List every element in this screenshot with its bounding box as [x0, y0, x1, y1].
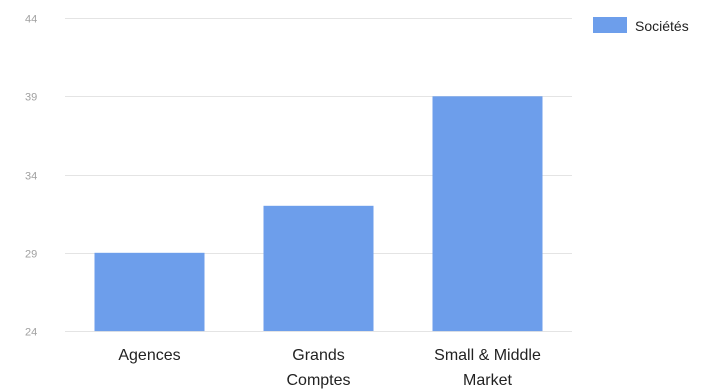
- x-category-label: Grands: [292, 347, 344, 364]
- y-tick-label: 34: [25, 171, 37, 183]
- x-category-label: Agences: [118, 347, 180, 364]
- bars: [94, 96, 543, 332]
- x-category-label: Comptes: [286, 372, 350, 389]
- bar-1[interactable]: [263, 205, 374, 331]
- y-tick-label: 29: [25, 249, 37, 261]
- legend[interactable]: Sociétés: [593, 17, 689, 34]
- legend-label-societes: Sociétés: [635, 18, 689, 34]
- x-category-label: Market: [463, 372, 512, 389]
- legend-swatch: [593, 17, 627, 33]
- y-tick-label: 39: [25, 92, 37, 104]
- bar-2[interactable]: [432, 96, 543, 332]
- bar-0[interactable]: [94, 252, 205, 332]
- x-category-label: Small & Middle: [434, 347, 541, 364]
- y-axis-tick-labels: 24 29 34 39 44: [25, 14, 37, 339]
- x-axis-category-labels: Agences Grands Comptes Small & Middle Market: [118, 347, 541, 389]
- y-tick-label: 24: [25, 327, 37, 339]
- y-tick-label: 44: [25, 14, 37, 26]
